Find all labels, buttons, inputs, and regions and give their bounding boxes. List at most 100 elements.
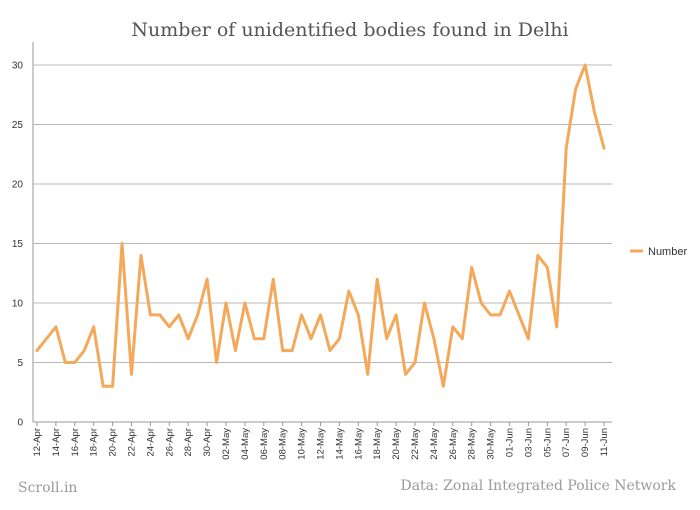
x-tick-label: 12-May bbox=[316, 428, 327, 460]
data-point bbox=[243, 301, 247, 305]
data-point bbox=[328, 349, 332, 352]
x-tick-label: 20-Apr bbox=[108, 428, 119, 457]
x-tick-label: 06-May bbox=[259, 428, 270, 460]
data-point bbox=[338, 337, 341, 340]
x-tick-label: 24-Apr bbox=[145, 428, 156, 457]
data-point bbox=[187, 337, 190, 340]
x-tick-label: 05-Jun bbox=[542, 428, 553, 457]
x-tick-label: 16-Apr bbox=[70, 428, 81, 457]
data-point bbox=[92, 325, 95, 328]
x-tick-label: 11-Jun bbox=[599, 428, 610, 456]
x-tick-label: 26-Apr bbox=[164, 428, 175, 457]
data-point bbox=[234, 349, 237, 352]
y-tick-label: 20 bbox=[12, 180, 24, 191]
data-point bbox=[394, 313, 398, 317]
data-point bbox=[376, 278, 379, 281]
x-tick-label: 28-Apr bbox=[183, 428, 194, 457]
data-point bbox=[432, 337, 436, 340]
data-point bbox=[508, 289, 511, 293]
legend-label-number: Number bbox=[648, 246, 687, 258]
data-point bbox=[593, 111, 596, 114]
x-tick-label: 12-Apr bbox=[32, 428, 43, 457]
x-tick-label: 03-Jun bbox=[523, 428, 534, 457]
data-point bbox=[45, 337, 48, 340]
data-point bbox=[404, 373, 407, 376]
source-credit-left: Scroll.in bbox=[18, 480, 77, 496]
x-tick-label: 04-May bbox=[240, 428, 251, 460]
data-point bbox=[83, 349, 86, 352]
data-point bbox=[498, 313, 502, 317]
data-point bbox=[366, 373, 369, 376]
y-tick-label: 30 bbox=[12, 61, 24, 72]
series-line-0 bbox=[35, 63, 606, 388]
axes bbox=[32, 42, 612, 426]
data-point bbox=[272, 278, 275, 281]
data-point bbox=[73, 361, 77, 364]
data-point bbox=[423, 301, 426, 305]
data-point bbox=[130, 373, 133, 376]
data-point bbox=[565, 147, 568, 150]
x-tick-label: 10-May bbox=[297, 428, 308, 460]
x-tick-label: 18-May bbox=[372, 428, 383, 460]
x-tick-label: 16-May bbox=[353, 428, 364, 460]
data-point bbox=[177, 313, 180, 317]
legend: Number bbox=[630, 246, 687, 258]
x-tick-label: 20-May bbox=[391, 428, 402, 460]
x-tick-label: 14-Apr bbox=[51, 428, 62, 457]
x-tick-label: 08-May bbox=[278, 428, 289, 460]
data-point bbox=[583, 63, 587, 67]
y-tick-label: 0 bbox=[17, 418, 23, 429]
x-tick-label: 09-Jun bbox=[580, 428, 591, 457]
data-source-note: Data: Zonal Integrated Police Network bbox=[400, 478, 676, 494]
x-tick-label: 30-May bbox=[486, 428, 497, 460]
x-tick-label: 22-May bbox=[410, 428, 421, 460]
data-point bbox=[168, 325, 171, 328]
x-tick-labels: 12-Apr 14-Apr 16-Apr 18-Apr 20-Apr 22-Apr 24-A… bbox=[32, 428, 610, 460]
data-point bbox=[546, 266, 549, 269]
data-point bbox=[319, 313, 322, 317]
data-point bbox=[139, 254, 143, 257]
data-point bbox=[517, 313, 521, 317]
data-point bbox=[101, 385, 105, 388]
data-point bbox=[442, 385, 445, 388]
data-point bbox=[158, 313, 162, 317]
x-tick-label: 26-May bbox=[448, 428, 459, 460]
data-point bbox=[111, 385, 114, 388]
data-point bbox=[574, 87, 577, 91]
data-point bbox=[262, 337, 265, 340]
gridlines bbox=[33, 64, 612, 363]
data-point bbox=[347, 289, 351, 293]
x-tick-label: 24-May bbox=[429, 428, 440, 460]
series-lines bbox=[35, 63, 606, 388]
y-tick-label: 10 bbox=[12, 299, 24, 310]
data-point bbox=[357, 313, 360, 317]
y-tick-label: 15 bbox=[12, 239, 24, 250]
data-point bbox=[300, 313, 303, 317]
x-tick-label: 30-Apr bbox=[202, 428, 213, 457]
x-tick-label: 22-Apr bbox=[127, 428, 138, 457]
data-point bbox=[451, 325, 454, 328]
x-tick-label: 02-May bbox=[221, 428, 232, 460]
x-tick-label: 18-Apr bbox=[89, 428, 100, 457]
data-point bbox=[290, 349, 294, 352]
data-point bbox=[385, 337, 388, 340]
data-point bbox=[281, 349, 284, 352]
data-point bbox=[149, 313, 152, 317]
x-tick-label: 07-Jun bbox=[561, 428, 572, 457]
y-tick-label: 5 bbox=[17, 358, 23, 369]
data-point bbox=[196, 313, 199, 317]
data-point bbox=[253, 337, 256, 340]
data-point bbox=[205, 278, 209, 281]
data-point bbox=[35, 349, 39, 352]
data-point bbox=[413, 361, 417, 364]
data-point bbox=[470, 266, 473, 269]
data-point bbox=[555, 325, 558, 328]
data-point bbox=[64, 361, 67, 364]
data-point bbox=[536, 254, 540, 257]
data-point bbox=[215, 361, 218, 364]
data-point bbox=[224, 301, 228, 305]
data-point bbox=[309, 337, 313, 340]
y-tick-label: 25 bbox=[12, 120, 24, 131]
x-tick-label: 14-May bbox=[334, 428, 345, 460]
